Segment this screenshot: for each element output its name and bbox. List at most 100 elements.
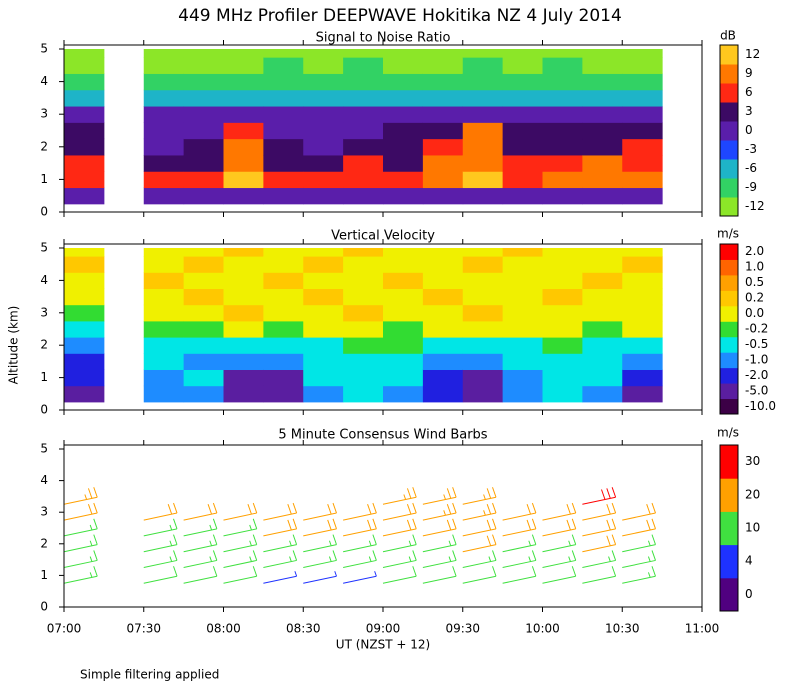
heat-cell (64, 337, 105, 354)
heat-cell (343, 320, 384, 338)
wind-barb (63, 550, 98, 568)
wind-barb (462, 518, 497, 537)
heat-cell (303, 57, 344, 74)
heat-cell (343, 57, 384, 74)
heat-cell (263, 320, 304, 338)
heat-cell (383, 89, 424, 107)
heat-cell (263, 288, 304, 306)
heat-cell (542, 49, 583, 58)
wind-barb (223, 502, 258, 521)
wind-barb (622, 518, 656, 537)
x-axis-label: UT (NZST + 12) (336, 638, 430, 652)
heat-cell (582, 187, 623, 205)
wind-barb (502, 550, 537, 568)
heat-cell (143, 122, 185, 140)
heat-cell (383, 57, 424, 74)
colorbar-swatch (720, 102, 738, 122)
heat-cell (64, 138, 105, 156)
colorbar-swatch (720, 367, 738, 384)
wind-barb (183, 550, 218, 568)
heat-cell (263, 57, 304, 74)
heat-cell (183, 154, 224, 172)
colorbar-tick-label: 4 (745, 554, 753, 568)
heat-cell (502, 57, 543, 74)
heat-cell (582, 272, 623, 289)
heat-cell (343, 89, 384, 107)
heat-cell (263, 337, 304, 354)
x-tick-label: 10:00 (525, 622, 560, 636)
heat-cell (183, 248, 224, 257)
heat-cell (542, 73, 583, 91)
heat-cell (502, 353, 543, 370)
heat-cell (223, 369, 264, 387)
heat-cell (64, 248, 105, 257)
wind-barb (263, 550, 298, 568)
heat-cell (622, 385, 663, 403)
y-tick-label: 4 (40, 473, 48, 487)
heat-cell (223, 171, 264, 189)
colorbar-swatch (720, 577, 738, 612)
heat-cell (582, 73, 623, 91)
heat-cell (502, 304, 543, 322)
heat-cell (622, 187, 663, 205)
heat-cell (223, 288, 264, 306)
wind-barb (542, 502, 577, 521)
wind-barb (382, 502, 417, 521)
x-tick-label: 07:00 (47, 622, 82, 636)
heat-cell (343, 248, 384, 257)
heat-cell (143, 369, 185, 387)
heat-cell (383, 49, 424, 58)
wind-barb (263, 518, 298, 537)
heat-cell (143, 320, 185, 338)
heat-cell (422, 122, 464, 140)
heat-cell (462, 73, 504, 91)
heat-cell (383, 138, 424, 156)
heat-cell (422, 337, 464, 354)
wind-barb (582, 518, 617, 537)
wind-barb (223, 550, 258, 568)
wind-barb (502, 502, 537, 521)
heat-cell (303, 138, 344, 156)
wind-barb (343, 550, 377, 568)
heat-cell (422, 385, 464, 403)
wind-barb (582, 487, 617, 505)
wind-barb (622, 566, 656, 584)
wind-barb (422, 566, 457, 584)
heat-cell (502, 385, 543, 403)
wind-barb (223, 518, 258, 537)
colorbar-swatch (720, 259, 738, 276)
heat-cell (622, 171, 663, 189)
colorbar-tick-label: -9 (745, 180, 757, 194)
heat-cell (542, 272, 583, 289)
heat-cell (223, 89, 264, 107)
colorbar-label: m/s (717, 426, 739, 440)
y-tick-label: 4 (40, 273, 48, 287)
wind-barb (143, 550, 178, 568)
heat-cell (422, 106, 464, 123)
y-tick-label: 2 (40, 338, 48, 352)
heat-cell (582, 57, 623, 74)
heat-cell (143, 49, 185, 58)
panel-title: Vertical Velocity (331, 229, 435, 244)
wind-barb (303, 571, 337, 584)
heat-cell (303, 171, 344, 189)
heat-cell (462, 304, 504, 322)
x-tick-label: 08:30 (286, 622, 321, 636)
wind-barb (502, 518, 537, 537)
heat-cell (383, 369, 424, 387)
wind-barb (223, 566, 258, 584)
heat-cell (542, 304, 583, 322)
heat-cell (64, 272, 105, 289)
panel-title: 5 Minute Consensus Wind Barbs (278, 428, 487, 443)
heat-cell (422, 138, 464, 156)
heat-cell (542, 187, 583, 205)
heat-cell (622, 106, 663, 123)
heat-cell (303, 89, 344, 107)
heat-cell (582, 122, 623, 140)
heat-cell (383, 353, 424, 370)
heat-cell (502, 187, 543, 205)
plot-frame (63, 444, 703, 608)
wind-barb (63, 534, 98, 553)
heat-cell (343, 304, 384, 322)
heat-cell (542, 138, 583, 156)
